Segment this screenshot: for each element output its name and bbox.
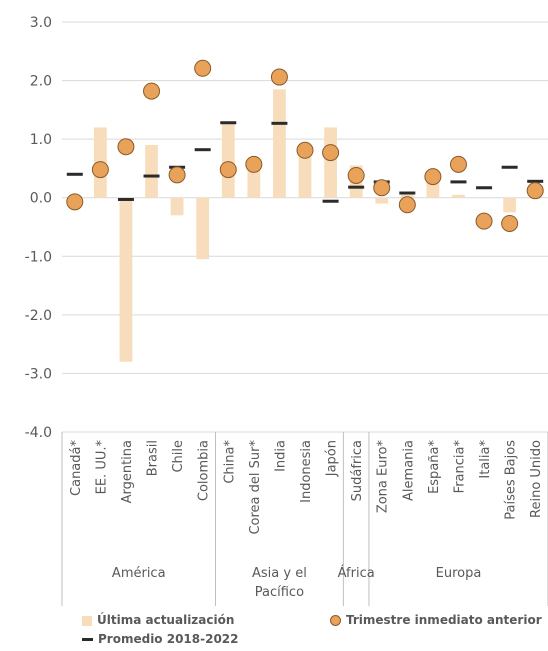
marker-point	[347, 166, 365, 184]
marker-point	[194, 59, 212, 77]
bar	[196, 197, 210, 260]
marker-point	[398, 196, 416, 214]
legend-marker-label: Trimestre inmediato anterior	[346, 613, 542, 627]
y-tick-label: 2.0	[30, 74, 52, 90]
bar	[119, 197, 133, 362]
average-dash	[348, 185, 365, 189]
bar	[247, 168, 261, 198]
x-tick-label: Colombia	[197, 440, 212, 501]
legend-marker-entry: Trimestre inmediato anterior	[330, 613, 542, 627]
x-tick-label: Zona Euro*	[376, 440, 391, 514]
x-tick-label: EE. UU.*	[94, 440, 109, 495]
x-tick-label: India	[273, 440, 288, 472]
marker-point	[296, 141, 314, 159]
x-tick-label: Reino Unido	[529, 440, 544, 518]
marker-point	[424, 168, 442, 186]
x-tick-label: Argentina	[120, 440, 135, 503]
group-label: África	[338, 565, 375, 581]
y-tick-label: 1.0	[30, 132, 52, 148]
marker-point	[66, 193, 84, 211]
marker-point	[91, 161, 109, 179]
legend-marker-swatch	[330, 615, 341, 626]
average-dash	[220, 121, 237, 125]
x-tick-label: Sudáfrica	[350, 440, 365, 501]
average-dash	[66, 172, 83, 176]
x-tick-label: Chile	[171, 440, 186, 473]
group-label-line2: Pacífico	[255, 585, 304, 600]
x-tick-label: Países Bajos	[504, 440, 519, 520]
y-tick-label: -3.0	[25, 366, 52, 382]
legend-bar-swatch	[82, 615, 92, 626]
legend-dash-label: Promedio 2018-2022	[98, 632, 239, 646]
marker-point	[245, 155, 263, 173]
bar	[477, 197, 491, 199]
y-tick-label: 0.0	[30, 191, 52, 207]
average-dash	[476, 186, 493, 190]
marker-point	[143, 82, 161, 100]
legend-bar-entry: Última actualización	[82, 613, 234, 627]
x-tick-label: Canadá*	[69, 440, 84, 496]
marker-point	[526, 182, 544, 200]
x-tick-label: Alemania	[401, 440, 416, 501]
group-label: Asia y el	[252, 566, 307, 581]
marker-point	[117, 138, 135, 156]
marker-point	[270, 68, 288, 86]
x-tick-label: Francia*	[452, 440, 467, 494]
marker-point	[449, 155, 467, 173]
marker-point	[322, 144, 340, 162]
x-tick-label: Brasil	[146, 440, 161, 476]
x-tick-label: Italia*	[478, 440, 493, 479]
average-dash	[194, 148, 211, 152]
average-dash	[450, 180, 467, 184]
marker-point	[373, 179, 391, 197]
average-dash	[117, 197, 134, 201]
x-tick-label: China*	[222, 440, 237, 484]
y-tick-label: 3.0	[30, 15, 52, 31]
bar	[221, 121, 235, 198]
bar	[452, 194, 465, 198]
y-tick-label: -4.0	[25, 425, 52, 441]
x-tick-label: Indonesia	[299, 440, 314, 503]
marker-point	[475, 212, 493, 230]
bar	[145, 145, 158, 198]
legend-bar-label: Última actualización	[97, 613, 235, 627]
legend-dash-entry: Promedio 2018-2022	[82, 632, 239, 646]
average-dash	[143, 174, 160, 178]
average-dash	[271, 121, 288, 125]
average-dash	[322, 199, 339, 203]
bar	[273, 89, 286, 198]
y-tick-label: -1.0	[25, 249, 52, 265]
marker-point	[168, 166, 186, 184]
average-dash	[501, 165, 518, 169]
bar	[503, 197, 517, 213]
x-tick-label: Corea del Sur*	[248, 440, 263, 535]
bar	[324, 127, 337, 198]
average-dash	[399, 191, 416, 195]
x-tick-label: Japón	[325, 440, 340, 477]
y-tick-label: -2.0	[25, 308, 52, 324]
legend-dash-swatch	[82, 638, 93, 641]
group-label: Europa	[436, 566, 482, 581]
group-label: América	[112, 566, 166, 581]
marker-point	[501, 214, 519, 232]
bar	[375, 197, 389, 204]
marker-point	[219, 161, 237, 179]
x-tick-label: España*	[427, 440, 442, 494]
bar	[298, 150, 312, 198]
chart-area: 3.0 2.0 1.0 0.0 -1.0 -2.0 -3.0 -4.0 Canadá* EE. U…	[25, 15, 548, 606]
average-dash	[527, 179, 544, 183]
bar	[170, 197, 184, 216]
